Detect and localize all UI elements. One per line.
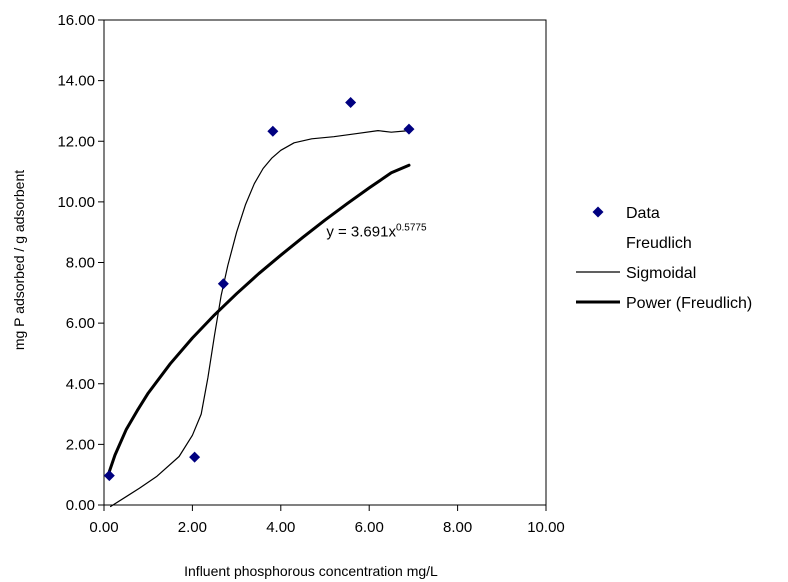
data-point	[217, 278, 229, 290]
y-tick-label: 8.00	[66, 255, 95, 272]
y-tick-label: 12.00	[57, 133, 95, 150]
x-axis-ticks: 0.00 2.00 4.00 6.00 8.00 10.00	[89, 505, 565, 536]
x-tick-label: 4.00	[266, 519, 295, 536]
equation-exponent: 0.5775	[396, 223, 427, 234]
y-tick-label: 10.00	[57, 194, 95, 211]
data-point	[403, 123, 415, 135]
x-tick-label: 2.00	[178, 519, 207, 536]
series-lines	[107, 130, 411, 508]
legend-label-sigmoidal: Sigmoidal	[626, 265, 696, 282]
y-tick-label: 2.00	[66, 436, 95, 453]
data-markers	[103, 96, 415, 482]
legend: Data Freudlich Sigmoidal Power (Freudlich)	[576, 205, 752, 312]
legend-label-power-freudlich-: Power (Freudlich)	[626, 295, 752, 312]
y-tick-label: 6.00	[66, 315, 95, 332]
equation-base: y = 3.691x	[326, 224, 396, 241]
trendline-equation: y = 3.691x0.5775	[326, 223, 427, 241]
data-point	[103, 470, 115, 482]
legend-label-data: Data	[626, 205, 660, 222]
sigmoidal-curve	[110, 130, 410, 508]
y-axis-ticks: 0.00 2.00 4.00 6.00 8.00 10.00 12.00 14.00 16.00	[57, 12, 104, 514]
data-point	[345, 96, 357, 108]
data-point	[267, 125, 279, 137]
data-point	[189, 451, 201, 463]
x-tick-label: 6.00	[355, 519, 384, 536]
y-tick-label: 14.00	[57, 73, 95, 90]
x-axis-label: Influent phosphorous concentration mg/L	[184, 563, 438, 579]
plot-area-frame	[103, 19, 547, 506]
y-tick-label: 16.00	[57, 12, 95, 29]
x-tick-label: 0.00	[89, 519, 118, 536]
legend-label-freudlich: Freudlich	[626, 235, 692, 252]
axes	[103, 19, 547, 506]
y-tick-label: 4.00	[66, 376, 95, 393]
x-tick-label: 10.00	[527, 519, 565, 536]
power-trendline	[107, 163, 411, 474]
legend-marker-data	[592, 206, 604, 218]
y-tick-label: 0.00	[66, 497, 95, 514]
y-axis-label: mg P adsorbed / g adsorbent	[11, 170, 27, 350]
x-tick-label: 8.00	[443, 519, 472, 536]
